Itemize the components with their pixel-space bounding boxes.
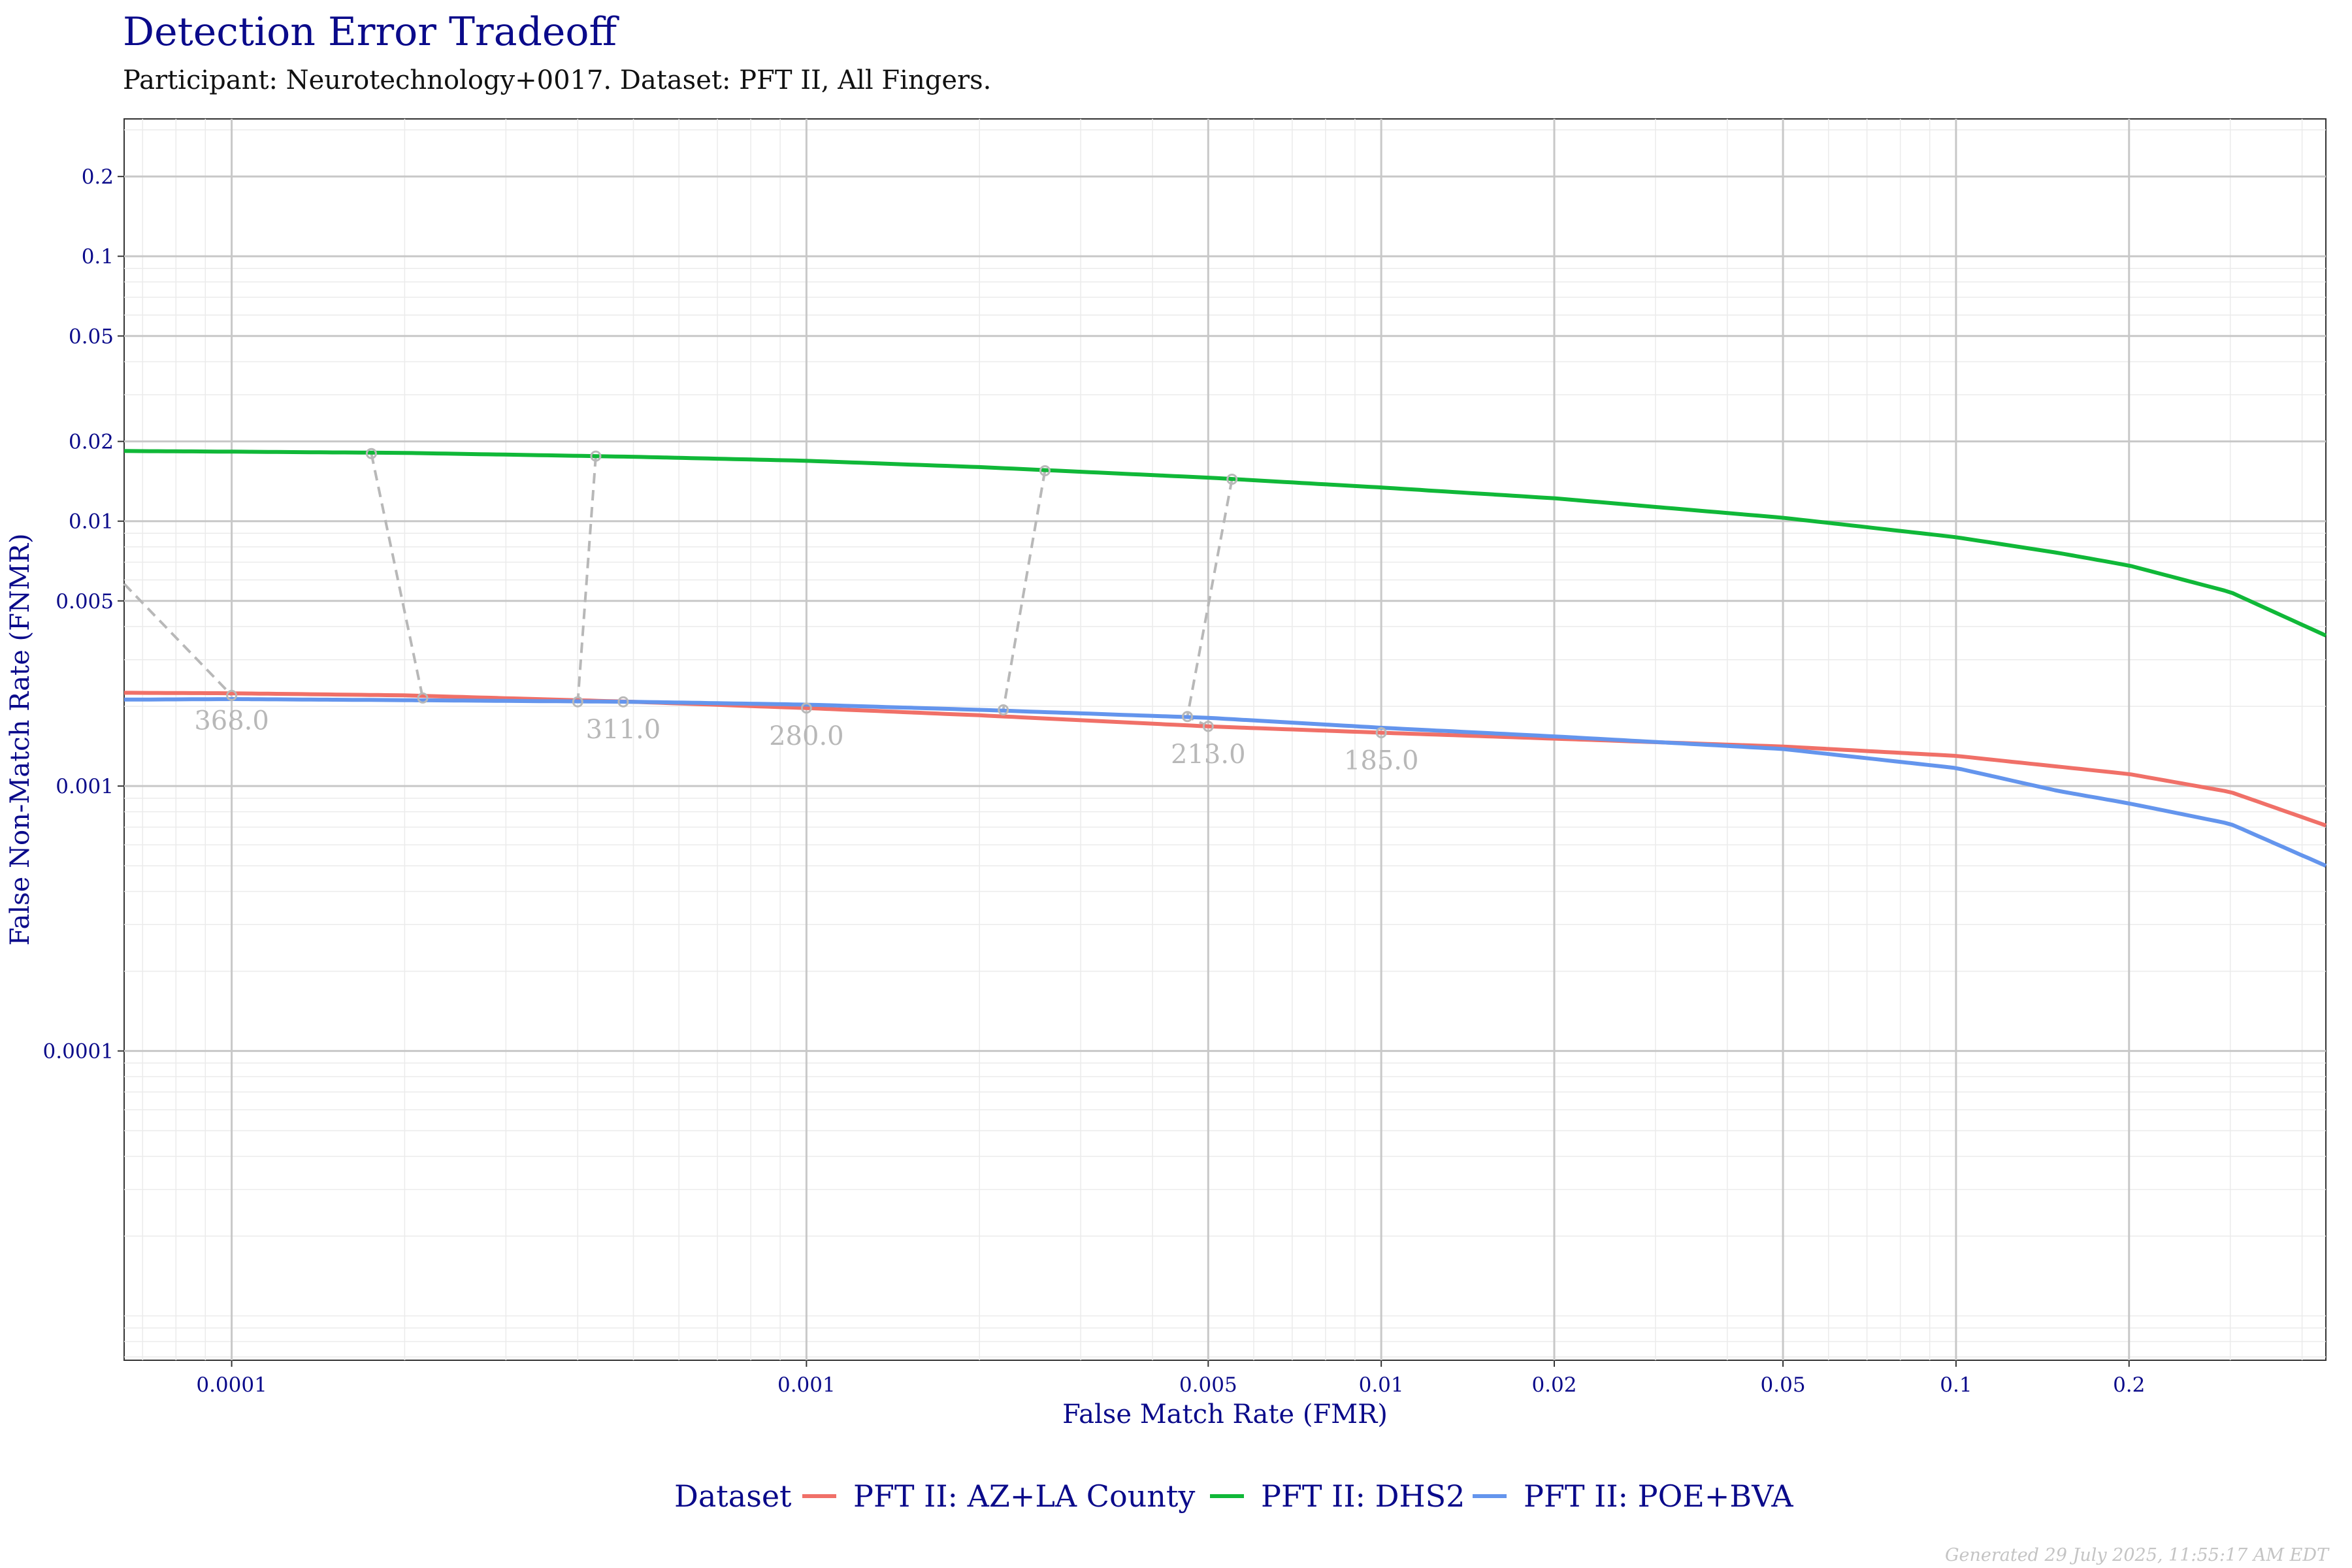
y-tick-label: 0.02 [69, 431, 114, 454]
threshold-label: 368.0 [194, 706, 269, 736]
x-tick-label: 0.1 [1940, 1373, 1972, 1397]
series-lines [123, 449, 2327, 868]
chart-title: Detection Error Tradeoff [123, 9, 617, 55]
threshold-markers: 368.0 311.0 280.0 213.0 185.0 [194, 448, 1419, 776]
threshold-marker [1039, 465, 1051, 477]
threshold-marker [365, 448, 377, 459]
generated-timestamp: Generated 29 July 2025, 11:55:17 AM EDT [1944, 1545, 2328, 1565]
threshold-marker [1202, 721, 1214, 732]
threshold-label: 311.0 [586, 715, 661, 745]
threshold-connector [370, 453, 425, 698]
grid-minor [124, 119, 2326, 1360]
threshold-label: 185.0 [1344, 746, 1419, 776]
legend-label-az-la: PFT II: AZ+LA County [853, 1478, 1195, 1514]
x-tick-label: 0.01 [1359, 1373, 1404, 1397]
threshold-marker [417, 692, 429, 704]
series-line [123, 449, 2327, 638]
threshold-label: 280.0 [769, 721, 844, 751]
y-tick-label: 0.001 [56, 775, 114, 798]
plot-panel [123, 118, 2327, 1361]
threshold-marker [998, 704, 1009, 715]
y-tick-label: 0.05 [69, 325, 114, 348]
x-tick-label: 0.2 [2113, 1373, 2145, 1397]
threshold-marker [617, 696, 629, 708]
y-axis-ticks: 0.0001 0.001 0.005 0.01 0.02 0.05 0.1 0.2 [43, 165, 124, 1064]
chart-subtitle: Participant: Neurotechnology+0017. Datas… [123, 65, 992, 95]
threshold-marker [1181, 711, 1193, 723]
legend-title: Dataset [674, 1478, 792, 1514]
y-tick-label: 0.1 [82, 245, 114, 269]
x-axis-ticks: 0.0001 0.001 0.005 0.01 0.02 0.05 0.1 0.2 [196, 1360, 2145, 1397]
threshold-marker [590, 450, 602, 462]
legend-label-dhs2: PFT II: DHS2 [1261, 1478, 1465, 1514]
legend-label-poe-bva: PFT II: POE+BVA [1524, 1478, 1793, 1514]
threshold-connector [1002, 470, 1047, 710]
threshold-marker [226, 689, 238, 701]
x-tick-label: 0.05 [1761, 1373, 1806, 1397]
x-tick-label: 0.0001 [196, 1373, 267, 1397]
threshold-marker [1375, 727, 1387, 739]
threshold-label: 213.0 [1171, 740, 1246, 770]
x-tick-label: 0.005 [1179, 1373, 1237, 1397]
series-line [124, 691, 2327, 828]
x-axis-title: False Match Rate (FMR) [1062, 1399, 1388, 1429]
threshold-connector [123, 583, 233, 696]
x-tick-label: 0.001 [777, 1373, 836, 1397]
threshold-marker [800, 702, 812, 714]
y-tick-label: 0.005 [56, 590, 114, 613]
y-tick-label: 0.2 [82, 165, 114, 189]
series-line [124, 697, 2327, 868]
legend: Dataset PFT II: AZ+LA County PFT II: DHS… [674, 1478, 1793, 1514]
threshold-marker [1226, 473, 1238, 485]
y-tick-label: 0.0001 [43, 1040, 114, 1064]
y-axis-title: False Non-Match Rate (FNMR) [5, 533, 35, 945]
y-tick-label: 0.01 [69, 510, 114, 534]
threshold-marker [572, 696, 583, 708]
x-tick-label: 0.02 [1531, 1373, 1576, 1397]
